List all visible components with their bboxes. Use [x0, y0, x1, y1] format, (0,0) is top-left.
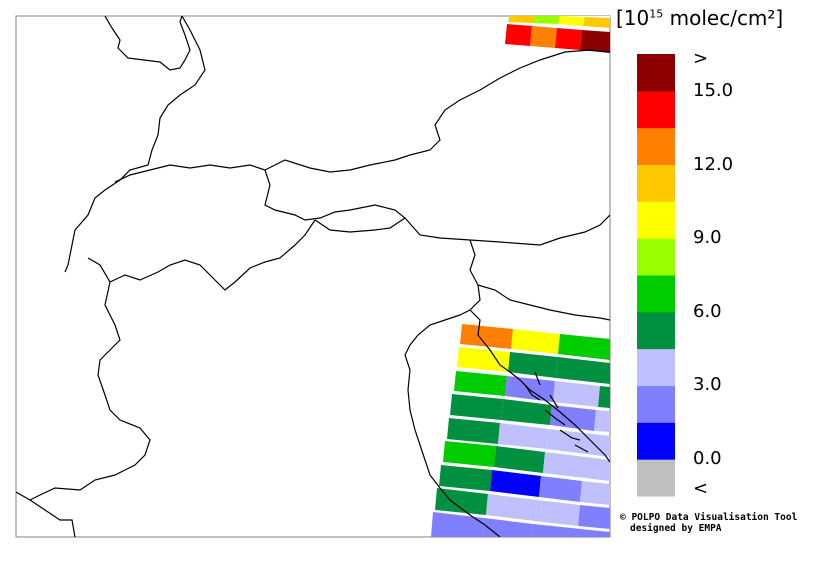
coast-croatia	[509, 371, 610, 463]
colorbar-segment	[637, 275, 675, 313]
border-france-germany	[64, 16, 206, 273]
country-borders	[16, 16, 610, 537]
colorbar-tick-label: 9.0	[693, 227, 722, 248]
credits: © POLPO Data Visualisation Tool designed…	[620, 512, 797, 534]
border-italy-austria	[314, 217, 406, 233]
colorbar-tick-label: 15.0	[693, 80, 734, 101]
colorbar-segment	[637, 127, 675, 165]
credits-line-2: designed by EMPA	[630, 523, 722, 534]
colorbar-tick-label: 6.0	[693, 301, 722, 322]
border-switzerland-north	[114, 164, 610, 246]
border-italy-swiss-south	[109, 219, 316, 291]
colorbar-segment	[637, 422, 675, 460]
colorbar-segment	[637, 385, 675, 423]
border-france-north	[104, 16, 191, 71]
colorbar-tick-label: 3.0	[693, 374, 722, 395]
coast-istria	[469, 309, 511, 373]
colorbar-segment	[637, 459, 675, 497]
colorbar-segment	[637, 348, 675, 386]
colorbar-segment	[637, 311, 675, 350]
credits-line-1: © POLPO Data Visualisation Tool	[620, 512, 798, 523]
colorbar-segment	[637, 90, 675, 129]
border-germany-austria	[264, 49, 610, 173]
colorbar-segment	[637, 238, 675, 276]
coast-italy-adriatic	[404, 314, 501, 537]
colorbar-unit-label: [1015 molec/cm²]	[616, 6, 784, 30]
colorbar-tick-label: <	[693, 478, 709, 499]
colorbar-tick-label: 0.0	[693, 448, 722, 469]
colorbar	[637, 54, 675, 497]
satellite-swath-north	[505, 16, 610, 53]
satellite-swath-south	[431, 324, 610, 537]
colorbar-tick-label: 12.0	[693, 154, 734, 175]
colorbar-segment	[637, 201, 675, 239]
islands-croatia	[524, 371, 589, 453]
border-slovenia-croatia	[477, 284, 610, 321]
colorbar-tick-label: >	[693, 48, 709, 69]
border-switzerland-italy	[16, 257, 151, 501]
colorbar-segment	[637, 164, 675, 202]
colorbar-segment	[637, 54, 675, 92]
coast-ligurian	[29, 499, 76, 537]
